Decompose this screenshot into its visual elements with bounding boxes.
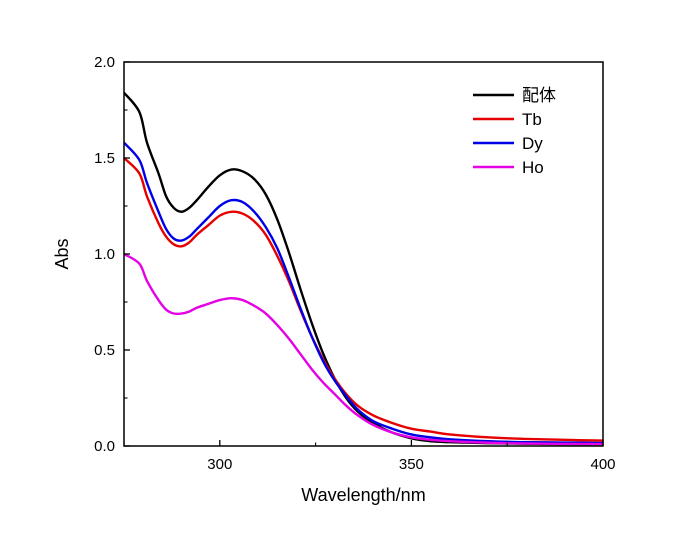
legend-label-1: Tb bbox=[522, 110, 542, 129]
series-line-1 bbox=[124, 156, 603, 442]
ticks-layer: 300 350 400 0.0 0.5 1.0 1.5 2.0 bbox=[94, 54, 615, 473]
x-tick-label: 400 bbox=[590, 456, 615, 473]
legend-label-2: Dy bbox=[522, 134, 543, 153]
y-tick-label: 0.5 bbox=[94, 342, 115, 359]
x-axis-title: Wavelength/nm bbox=[301, 485, 425, 505]
x-tick-label: 300 bbox=[207, 456, 232, 473]
series-line-3 bbox=[124, 252, 603, 446]
series-line-2 bbox=[124, 141, 603, 445]
y-axis-title: Abs bbox=[52, 238, 72, 269]
x-tick-label: 350 bbox=[399, 456, 424, 473]
y-tick-label: 1.0 bbox=[94, 246, 115, 263]
legend-label-0: 配体 bbox=[522, 86, 556, 105]
series-line-0 bbox=[124, 91, 603, 446]
legend: 配体 Tb Dy Ho bbox=[473, 86, 556, 177]
series-layer bbox=[124, 91, 603, 446]
y-tick-label: 0.0 bbox=[94, 438, 115, 455]
y-tick-label: 1.5 bbox=[94, 150, 115, 167]
legend-label-3: Ho bbox=[522, 158, 544, 177]
y-tick-label: 2.0 bbox=[94, 54, 115, 71]
